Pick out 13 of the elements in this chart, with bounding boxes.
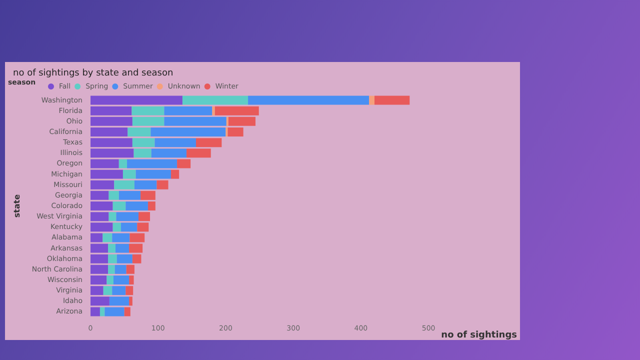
y-axis-title: state — [12, 194, 22, 218]
bar — [212, 106, 215, 116]
bar — [374, 96, 410, 105]
bar — [248, 96, 370, 105]
bar — [369, 96, 374, 105]
chart-title: no of sightings by state and season — [13, 68, 174, 78]
bar — [170, 170, 180, 179]
x-axis-title: no of sightings — [441, 330, 517, 340]
bar — [156, 180, 168, 190]
bar — [182, 96, 248, 105]
bar — [102, 233, 112, 242]
bar — [118, 159, 128, 168]
bar — [100, 307, 105, 316]
